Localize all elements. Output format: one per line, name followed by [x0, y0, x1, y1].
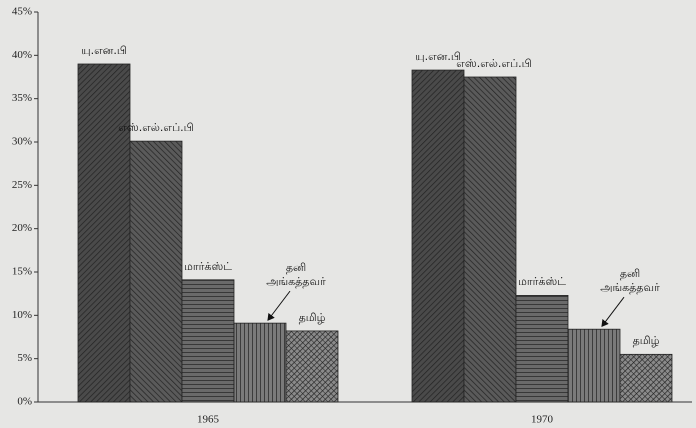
y-tick-label: 5% [17, 352, 32, 364]
y-tick-label: 15% [12, 266, 32, 278]
bar [233, 322, 287, 403]
series-label: எஸ்.எல்.எப்.பி [118, 121, 194, 135]
bar [515, 294, 569, 403]
bar [567, 328, 621, 403]
bar [181, 279, 235, 403]
bar [411, 69, 465, 403]
y-tick-label: 25% [12, 179, 32, 191]
series-label: தனி அங்கத்தவர் [600, 267, 660, 295]
series-label: தமிழ் [632, 334, 660, 348]
y-tick-label: 35% [12, 92, 32, 104]
series-label: எஸ்.எல்.எப்.பி [456, 57, 532, 70]
bar [129, 140, 183, 403]
bar [285, 330, 339, 403]
series-label: யு.என.பி [81, 44, 127, 57]
series-label: தனி அங்கத்தவர் [266, 261, 326, 289]
series-label: மார்க்ஸ்ட் [518, 275, 566, 289]
y-tick-label: 20% [12, 222, 32, 234]
arrow [267, 290, 291, 321]
x-tick-label: 1970 [531, 414, 554, 426]
y-tick-label: 10% [12, 309, 32, 321]
bar [619, 353, 673, 403]
series-label: மார்க்ஸ்ட் [184, 259, 232, 273]
y-tick-label: 30% [12, 136, 32, 148]
y-tick-label: 0% [17, 396, 32, 408]
series-label: தமிழ் [298, 310, 326, 324]
bar [77, 63, 131, 403]
arrow [601, 296, 625, 327]
y-tick-label: 40% [12, 49, 32, 61]
bar [463, 76, 517, 403]
y-tick-label: 45% [12, 6, 32, 18]
x-tick-label: 1965 [197, 414, 220, 426]
series-label: யு.என.பி [415, 50, 461, 64]
